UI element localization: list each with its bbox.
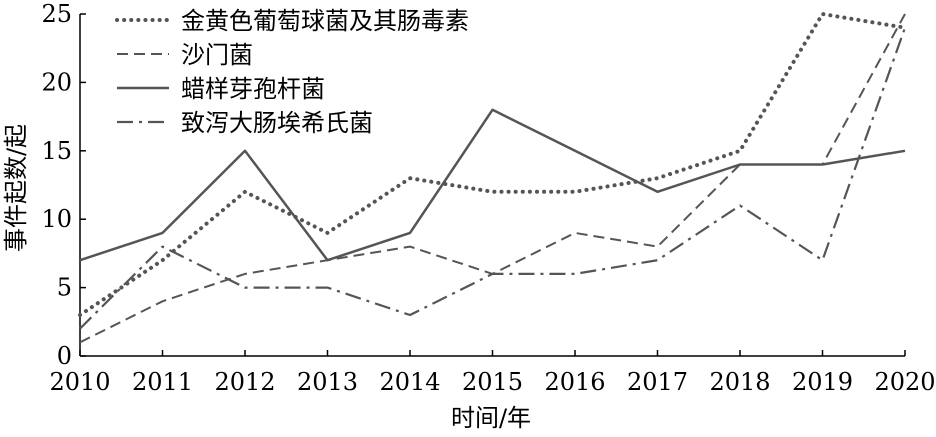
series-line-3 (79, 108, 906, 262)
y-tick-label: 15 (41, 137, 72, 165)
y-tick-label: 0 (57, 342, 72, 370)
series-line-4 (79, 27, 907, 330)
x-tick-label: 2013 (297, 368, 358, 396)
x-tick-label: 2014 (379, 368, 440, 396)
x-tick-label: 2012 (214, 368, 275, 396)
x-tick-label: 2011 (132, 368, 193, 396)
legend-label: 蜡样芽孢杆菌 (181, 75, 325, 103)
x-axis-title: 时间/年 (451, 404, 531, 432)
x-tick-label: 2016 (544, 368, 605, 396)
y-tick-label: 5 (57, 274, 72, 302)
x-tick-label: 2020 (874, 368, 935, 396)
y-tick-label: 25 (41, 0, 72, 28)
x-tick-label: 2015 (462, 368, 523, 396)
x-tick-label: 2018 (709, 368, 770, 396)
legend-label: 沙门菌 (181, 41, 253, 69)
y-tick-label: 20 (41, 68, 72, 96)
x-tick-label: 2010 (49, 368, 110, 396)
y-axis-title: 事件起数/起 (2, 124, 30, 252)
x-tick-label: 2019 (792, 368, 853, 396)
y-tick-label: 10 (41, 205, 72, 233)
legend-label: 致泻大肠埃希氏菌 (181, 109, 373, 137)
series-layer (78, 12, 907, 344)
legend-label: 金黄色葡萄球菌及其肠毒素 (181, 7, 469, 35)
x-tick-label: 2017 (627, 368, 688, 396)
chart-axes: 0 5 10 15 20 25 2010 2011 2012 2013 2014 2015 2016 20… (41, 0, 935, 396)
series-line-1 (78, 12, 907, 317)
